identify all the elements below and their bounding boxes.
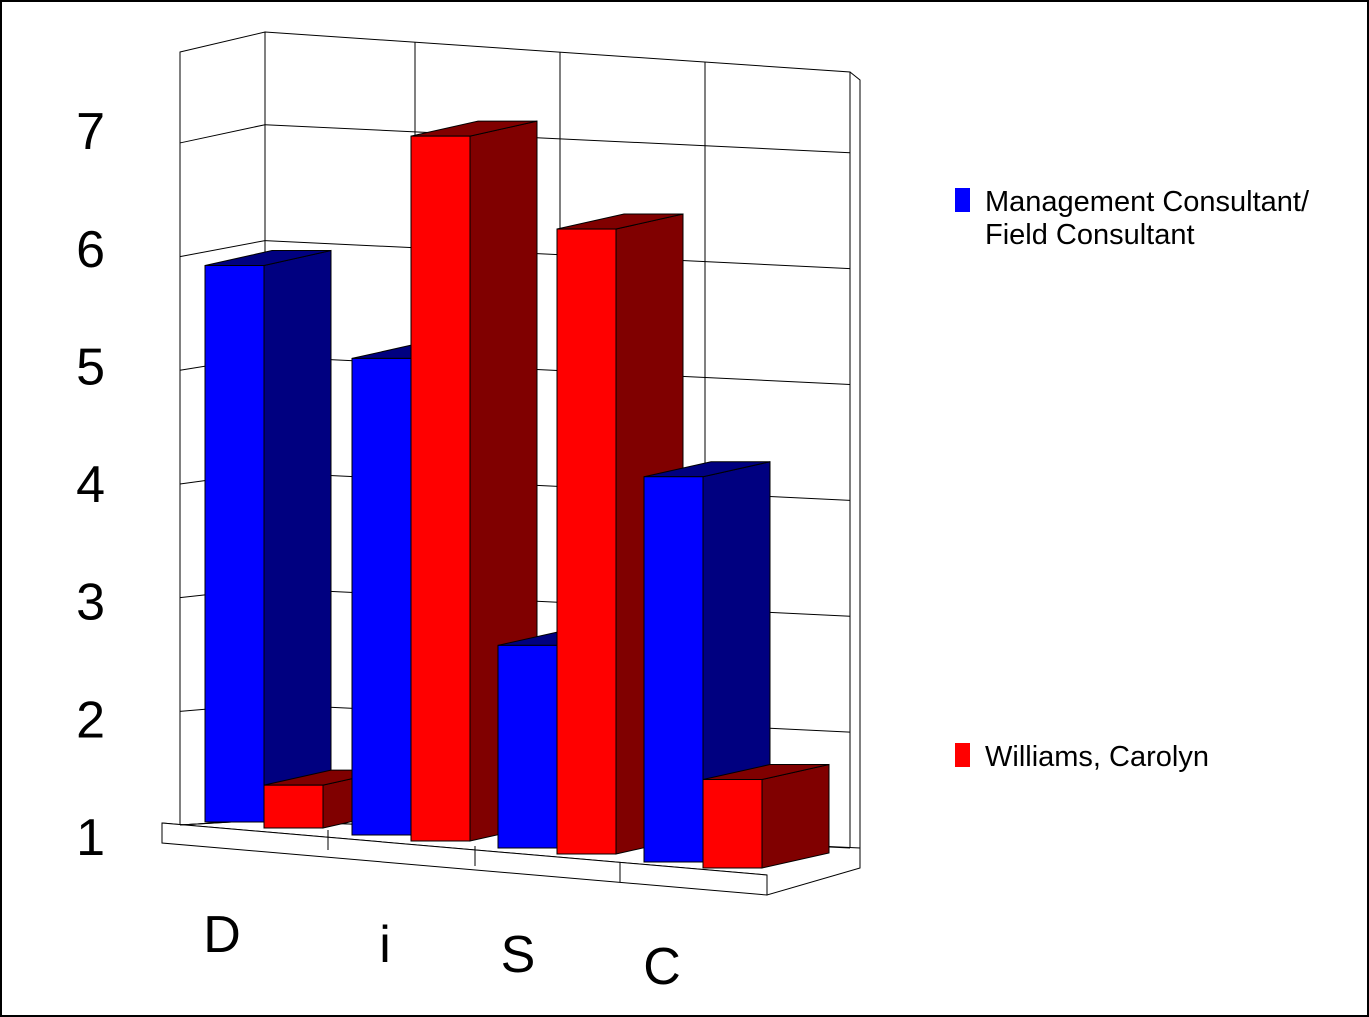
bar-front — [263, 784, 324, 829]
legend-entry: Williams, Carolyn — [955, 741, 1209, 773]
x-tick-label: S — [501, 926, 536, 984]
y-tick-label: 6 — [76, 221, 105, 279]
legend-swatch — [955, 743, 970, 767]
bar-front — [643, 476, 704, 863]
y-axis-ticks: 1 2 3 4 5 6 7 — [76, 103, 105, 867]
bar-front — [351, 357, 412, 836]
back-wall-edge — [849, 71, 861, 868]
side-grid-line — [179, 124, 266, 144]
y-tick-label: 3 — [76, 574, 105, 632]
chart-legend: Management Consultant/Field Consultant Wi… — [955, 186, 1310, 773]
bar-front — [497, 644, 558, 849]
bar-front — [556, 228, 617, 855]
floor-front — [161, 822, 768, 896]
legend-label: Management Consultant/Field Consultant — [985, 186, 1310, 251]
bar — [702, 763, 830, 869]
y-tick-label: 5 — [76, 338, 105, 396]
x-tick-label: D — [203, 906, 241, 964]
side-grid-line — [179, 240, 266, 258]
y-tick-label: 7 — [76, 103, 105, 161]
y-tick-label: 2 — [76, 691, 105, 749]
bar-front — [702, 779, 763, 869]
bar-side — [263, 249, 332, 823]
x-tick-label: C — [643, 938, 681, 996]
legend-label: Williams, Carolyn — [985, 741, 1209, 773]
x-tick-label: i — [379, 916, 391, 974]
bar-side — [761, 763, 830, 869]
chart-bars — [204, 120, 830, 869]
legend-swatch — [955, 188, 970, 212]
bar-front — [204, 265, 265, 823]
bar — [204, 249, 332, 823]
y-tick-label: 1 — [76, 809, 105, 867]
legend-entry: Management Consultant/Field Consultant — [955, 186, 1310, 251]
back-grid-line — [264, 124, 851, 154]
bar — [643, 461, 771, 863]
y-tick-label: 4 — [76, 456, 105, 514]
bar-front — [410, 135, 471, 842]
